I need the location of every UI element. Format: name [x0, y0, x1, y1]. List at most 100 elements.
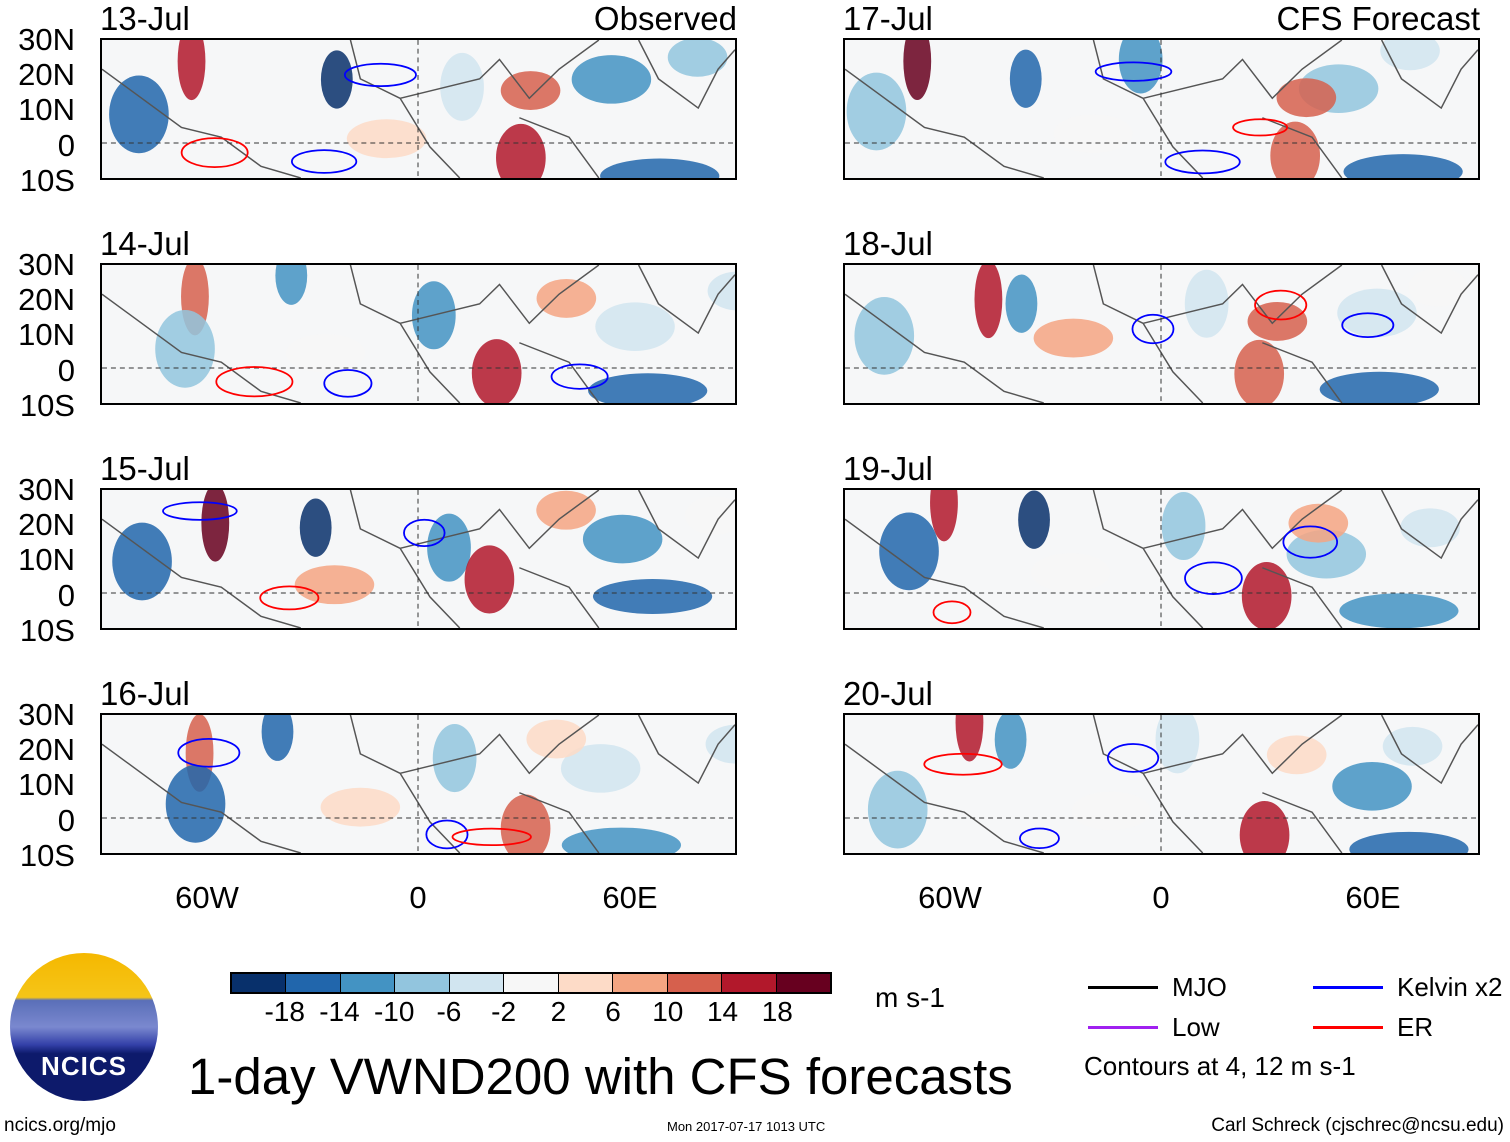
- kelvin-contour: [1106, 743, 1160, 773]
- y-tick-label: 20N: [18, 507, 75, 542]
- kelvin-contour: [291, 149, 358, 174]
- colorbar-label: 18: [761, 996, 793, 1027]
- legend-label: MJO: [1172, 972, 1227, 1002]
- kelvin-contour: [1184, 561, 1243, 595]
- vwnd-map: [845, 265, 1478, 403]
- y-tick-label: 30N: [18, 697, 75, 732]
- shading-blob: [1033, 318, 1114, 358]
- panel-date: 16-Jul: [100, 675, 190, 712]
- y-tick-label: 30N: [18, 247, 75, 282]
- x-tick-label: 60W: [175, 880, 239, 915]
- colorbar: [230, 972, 832, 994]
- colorbar-label: -10: [373, 996, 415, 1027]
- contour-note: Contours at 4, 12 m s-1: [1084, 1051, 1356, 1081]
- shading-blob: [285, 333, 366, 373]
- legend-line-low: [1088, 1026, 1158, 1029]
- y-tick-label: 10N: [18, 542, 75, 577]
- kelvin-contour: [1131, 313, 1175, 345]
- shading-blob: [1276, 78, 1337, 118]
- shading-blob: [1400, 508, 1460, 548]
- shading-blob: [994, 715, 1027, 769]
- figure-title: 1-day VWND200 with CFS forecasts: [188, 1048, 1013, 1105]
- colorbar-label: -2: [491, 996, 517, 1027]
- map-panel: [843, 38, 1480, 180]
- legend-label: ER: [1397, 1012, 1434, 1042]
- y-tick-label: 10S: [19, 838, 75, 873]
- shading-blob: [571, 55, 652, 104]
- map-panel: [100, 713, 737, 855]
- panel-date: 20-Jul: [843, 675, 933, 712]
- coastline: [102, 518, 301, 628]
- map-panel: [100, 38, 737, 180]
- x-tick-label: 60E: [602, 880, 658, 915]
- colorbar-swatch: [558, 974, 614, 992]
- shading-blob: [261, 715, 294, 761]
- y-tick-label: 20N: [18, 282, 75, 317]
- colorbar-swatch: [722, 974, 777, 992]
- y-tick-label: 10S: [19, 163, 75, 198]
- coastline: [1092, 490, 1478, 628]
- coastline: [845, 743, 1044, 853]
- shading-blob: [1005, 274, 1038, 333]
- map-panel: [100, 488, 737, 630]
- shading-blob: [1408, 267, 1468, 307]
- x-tick-label: 60W: [918, 880, 982, 915]
- kelvin-contour: [1164, 149, 1241, 175]
- shading-blob: [201, 490, 230, 562]
- panel-date: 14-Jul: [100, 225, 190, 262]
- kelvin-contour: [1282, 525, 1339, 559]
- shading-blob: [275, 265, 308, 305]
- shading-blob: [1382, 726, 1443, 766]
- observed-label: Observed: [593, 0, 737, 37]
- coastline: [102, 293, 301, 403]
- colorbar-swatch: [286, 974, 341, 992]
- shading-blob: [1247, 301, 1308, 341]
- footer-url: ncics.org/mjo: [4, 1115, 116, 1136]
- colorbar-label: -6: [436, 996, 462, 1027]
- colorbar-label: 10: [652, 996, 684, 1027]
- shading-blob: [667, 40, 728, 77]
- shading-blob: [592, 579, 713, 614]
- shading-blob: [684, 496, 735, 536]
- shading-blob: [867, 770, 928, 849]
- shading-blob: [471, 339, 522, 403]
- colorbar-units: m s-1: [875, 982, 945, 1013]
- shading-blob: [974, 265, 1003, 339]
- coastline: [349, 40, 735, 178]
- kelvin-contour: [1019, 827, 1060, 850]
- coastline: [349, 715, 735, 853]
- legend-line-er: [1313, 1026, 1383, 1029]
- shading-blob: [427, 513, 471, 582]
- y-tick-label: 0: [57, 128, 75, 163]
- y-tick-label: 10N: [18, 317, 75, 352]
- shading-blob: [1343, 154, 1463, 178]
- kelvin-contour: [177, 737, 241, 768]
- coastline: [845, 68, 1044, 178]
- colorbar-swatch: [504, 974, 559, 992]
- kelvin-contour: [550, 363, 609, 390]
- shading-blob: [1184, 269, 1229, 338]
- colorbar-swatch: [395, 974, 450, 992]
- map-panel: [843, 713, 1480, 855]
- legend-line-kelvin-x2: [1313, 986, 1383, 989]
- legend-line-mjo: [1088, 986, 1158, 989]
- y-tick-label: 10N: [18, 92, 75, 127]
- map-panel: [843, 488, 1480, 630]
- shading-blob: [1118, 40, 1163, 94]
- shading-blob: [1155, 715, 1200, 774]
- shading-blob: [294, 565, 375, 605]
- colorbar-swatch: [667, 974, 723, 992]
- y-tick-label: 10S: [19, 388, 75, 423]
- er-contour: [259, 585, 320, 611]
- y-tick-label: 30N: [18, 472, 75, 507]
- vwnd-map: [102, 40, 735, 178]
- coastline: [845, 293, 1044, 403]
- colorbar-label: -18: [264, 996, 305, 1027]
- shading-blob: [440, 52, 484, 121]
- shading-blob: [1009, 49, 1042, 108]
- colorbar-swatch: [449, 974, 505, 992]
- colorbar-swatch: [613, 974, 668, 992]
- panel-date: 19-Jul: [843, 450, 933, 487]
- shading-blob: [346, 119, 427, 159]
